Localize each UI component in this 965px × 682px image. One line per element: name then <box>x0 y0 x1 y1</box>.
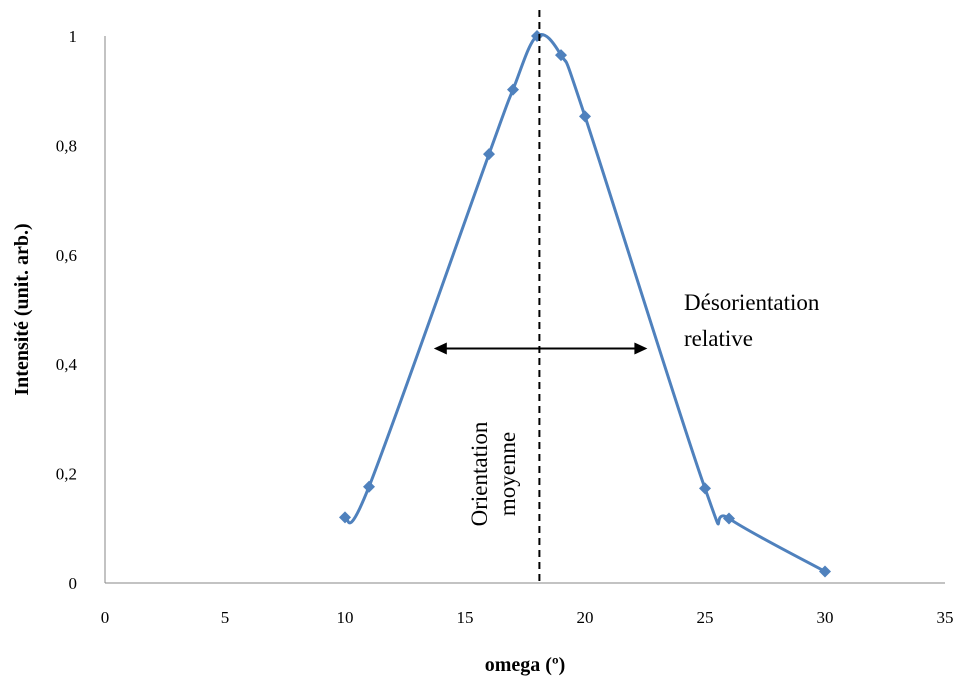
data-point <box>579 110 591 123</box>
data-point <box>819 565 831 578</box>
x-tick-label: 35 <box>937 608 954 627</box>
x-tick-label: 25 <box>697 608 714 627</box>
misorientation-label: relative <box>684 326 753 351</box>
arrowhead-right <box>634 342 648 355</box>
arrowhead-left <box>433 342 447 355</box>
x-tick-label: 10 <box>337 608 354 627</box>
y-tick-label: 0,8 <box>56 136 77 155</box>
y-tick-label: 0,2 <box>56 465 77 484</box>
y-tick-label: 0 <box>69 574 78 593</box>
mean-orientation-label: moyenne <box>495 432 520 516</box>
x-tick-label: 30 <box>817 608 834 627</box>
data-point <box>339 511 351 524</box>
x-tick-label: 15 <box>457 608 474 627</box>
x-axis-title: omega (º) <box>485 654 565 676</box>
y-tick-label: 0,6 <box>56 246 77 265</box>
data-point <box>507 83 519 96</box>
mean-orientation-label: Orientation <box>467 421 492 526</box>
y-tick-label: 1 <box>69 27 78 46</box>
y-axis-title: Intensité (unit. arb.) <box>11 223 33 395</box>
data-point <box>483 148 495 161</box>
data-point <box>555 49 567 62</box>
y-tick-labels: 0 0,2 0,4 0,6 0,8 1 <box>56 27 78 593</box>
x-tick-label: 0 <box>101 608 110 627</box>
x-tick-labels: 0 5 10 15 20 25 30 35 <box>101 608 954 627</box>
x-tick-label: 20 <box>577 608 594 627</box>
x-tick-label: 5 <box>221 608 230 627</box>
data-point <box>363 480 375 493</box>
axes <box>104 36 945 584</box>
annotation-layer: Désorientation relative Orientation moyenne <box>433 10 820 583</box>
misorientation-label: Désorientation <box>684 290 820 315</box>
data-point <box>723 512 735 525</box>
y-tick-label: 0,4 <box>56 355 78 374</box>
series-line <box>343 33 826 573</box>
data-point <box>699 482 711 495</box>
